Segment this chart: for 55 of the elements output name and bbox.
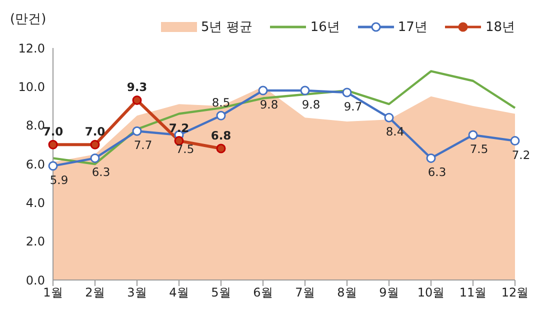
point — [468, 130, 478, 140]
point — [132, 95, 142, 105]
x-tick-label: 12월 — [501, 286, 529, 300]
x-tick-label: 8월 — [337, 286, 357, 300]
x-tick-label: 2월 — [85, 286, 105, 300]
data-label: 7.0 — [84, 124, 106, 139]
legend-label: 5년 평균 — [200, 19, 252, 36]
data-label: 9.8 — [302, 98, 320, 112]
data-label: 6.3 — [428, 165, 446, 180]
point — [258, 86, 268, 96]
data-label: 7.2 — [168, 120, 190, 135]
data-label: 7.2 — [512, 148, 530, 162]
x-tick-label: 3월 — [127, 286, 147, 300]
point — [132, 126, 142, 136]
point — [48, 161, 58, 171]
point — [48, 140, 58, 150]
data-label: 9.7 — [344, 99, 362, 114]
legend-label: 17년 — [396, 19, 428, 36]
x-tick-label: 7월 — [295, 286, 315, 300]
y-tick-label: 6.0 — [26, 157, 45, 172]
y-tick-label: 10.0 — [18, 80, 45, 94]
point — [300, 86, 310, 96]
point — [216, 144, 226, 154]
legend-label: 18년 — [484, 19, 515, 36]
x-tick-label: 11월 — [459, 286, 487, 300]
y-tick-label: 12.0 — [18, 41, 45, 56]
data-label: 8.5 — [212, 96, 230, 110]
legend-label: 16년 — [309, 19, 340, 36]
point — [510, 136, 520, 146]
y-axis-title: (만건) — [10, 11, 46, 28]
x-tick-label: 4월 — [169, 286, 189, 300]
data-label: 7.5 — [470, 142, 488, 156]
data-label: 9.3 — [126, 80, 148, 94]
x-tick-label: 9월 — [379, 286, 399, 300]
x-tick-label: 10월 — [417, 286, 445, 300]
y-tick-label: 8.0 — [26, 118, 45, 133]
y-tick-label: 2.0 — [26, 234, 45, 249]
y-tick-label: 4.0 — [26, 196, 45, 210]
data-label: 6.8 — [210, 128, 232, 143]
point — [342, 88, 352, 98]
data-label: 7.7 — [134, 138, 152, 152]
point — [90, 153, 100, 163]
y-tick-label: 0.0 — [26, 273, 45, 288]
point — [90, 140, 100, 150]
data-label: 9.8 — [260, 98, 278, 112]
point — [426, 153, 436, 163]
point — [384, 112, 394, 122]
data-label: 5.9 — [50, 172, 68, 187]
x-tick-label: 6월 — [253, 286, 273, 300]
data-label: 6.3 — [92, 165, 110, 180]
data-label: 8.4 — [386, 124, 404, 139]
point — [216, 110, 226, 120]
x-tick-label: 5월 — [211, 286, 231, 300]
x-tick-label: 1월 — [43, 286, 63, 300]
data-label: 7.5 — [176, 142, 194, 156]
